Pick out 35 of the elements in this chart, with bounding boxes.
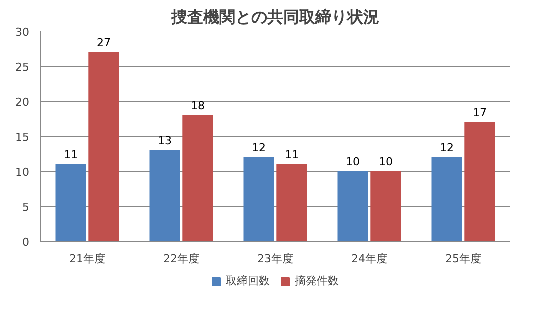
data-label: 27: [96, 36, 111, 50]
bar: [338, 171, 368, 242]
data-label: 11: [64, 148, 78, 162]
bar: [182, 115, 214, 242]
y-tick-label: 10: [16, 166, 30, 179]
x-tick-label: 25年度: [446, 252, 482, 266]
y-tick-label: 25: [16, 61, 30, 74]
y-tick-label: 20: [16, 96, 30, 109]
bar: [56, 164, 86, 242]
y-tick-label: 0: [22, 236, 30, 249]
x-tick-label: 23年度: [258, 252, 294, 266]
y-tick-label: 15: [16, 131, 30, 144]
bar: [88, 52, 120, 242]
data-label: 10: [378, 156, 393, 168]
bar: [244, 157, 274, 242]
bar: [432, 157, 462, 242]
data-label: 12: [440, 142, 454, 154]
x-tick-label: 21年度: [70, 252, 106, 266]
chart-title: 捜査機関との共同取締り状況: [170, 8, 380, 26]
legend-label: 取締回数: [226, 274, 270, 288]
x-tick-label: 24年度: [352, 252, 388, 266]
bar: [464, 122, 496, 242]
bar: [276, 164, 308, 242]
y-tick-label: 5: [22, 201, 30, 214]
bar: [150, 150, 180, 242]
data-label: 18: [190, 100, 205, 112]
data-label: 13: [158, 134, 172, 148]
legend-label: 摘発件数: [295, 274, 339, 288]
data-label: 10: [346, 156, 360, 168]
data-label: 17: [472, 106, 487, 120]
x-tick-label: 22年度: [164, 252, 200, 266]
data-label: 12: [252, 142, 266, 154]
bar: [370, 171, 402, 242]
data-label: 11: [284, 148, 299, 162]
y-tick-label: 30: [16, 26, 30, 39]
